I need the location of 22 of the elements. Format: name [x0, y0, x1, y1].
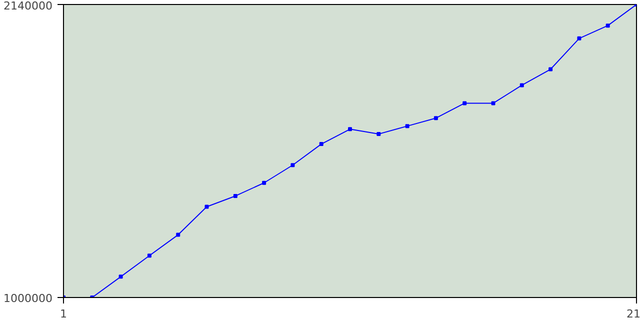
point [233, 194, 238, 198]
point [262, 180, 266, 185]
y-tick-label: 2140000 [4, 0, 53, 12]
point [548, 67, 553, 72]
point [290, 163, 295, 168]
point [434, 116, 438, 120]
point [520, 83, 524, 88]
point [376, 132, 381, 136]
point [204, 204, 209, 209]
point [606, 24, 610, 28]
y-tick-label: 1000000 [4, 292, 53, 305]
x-tick-label: 1 [60, 308, 67, 320]
x-tick-label: 21 [626, 308, 640, 320]
point [491, 101, 496, 106]
point [348, 127, 352, 132]
point [147, 254, 152, 258]
point [462, 101, 467, 106]
point [118, 274, 123, 279]
point [176, 232, 180, 237]
point [405, 124, 410, 128]
point [577, 36, 582, 40]
point [319, 142, 324, 146]
